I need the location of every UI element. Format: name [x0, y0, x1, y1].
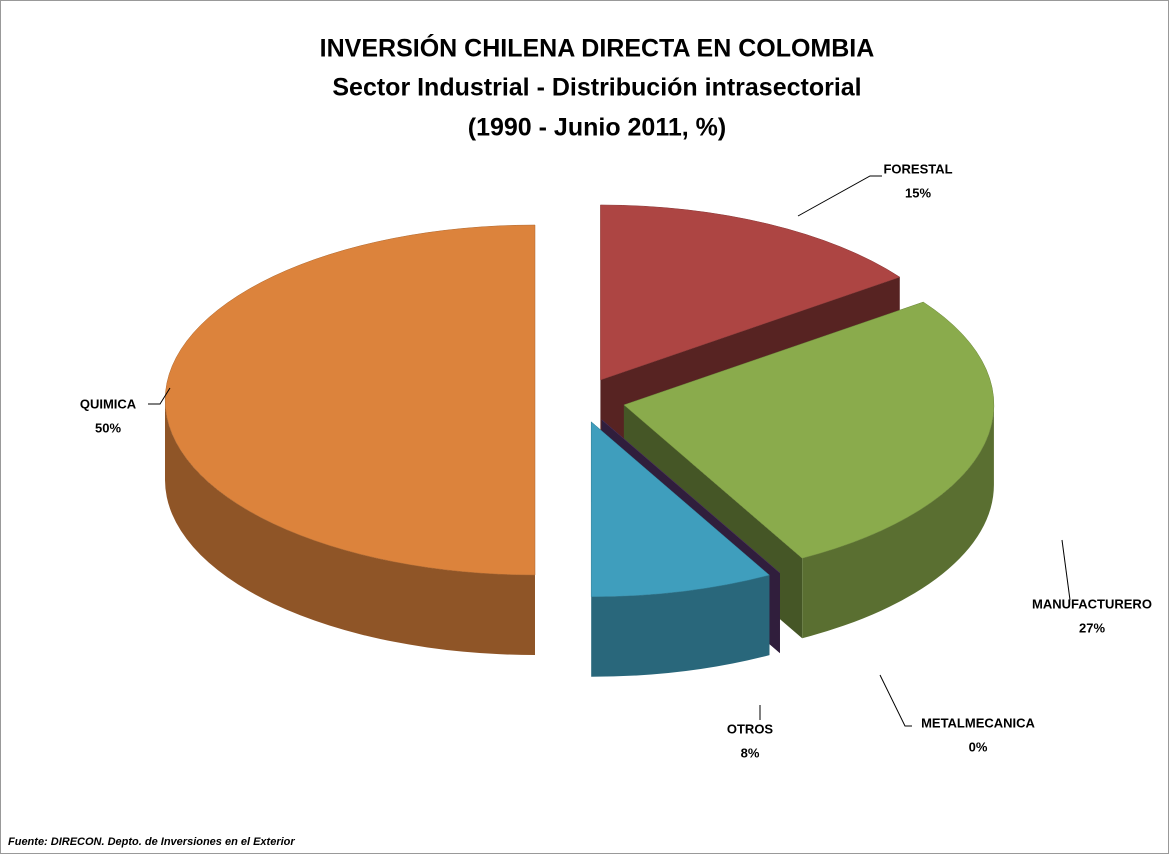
leader-line [1061, 539, 1071, 601]
source-note: Fuente: DIRECON. Depto. de Inversiones e… [8, 836, 295, 848]
pie [164, 204, 995, 677]
leader-line [879, 674, 912, 727]
leader-line [797, 175, 882, 217]
data-label-value: 15% [905, 185, 931, 200]
slice [164, 224, 536, 576]
data-label-name: QUIMICA [80, 396, 137, 411]
data-label-value: 0% [969, 739, 988, 754]
slice [590, 421, 770, 598]
data-label-name: MANUFACTURERO [1032, 596, 1152, 611]
data-label-value: 27% [1079, 620, 1105, 635]
chart-period: (1990 - Junio 2011, %) [468, 114, 726, 142]
data-label-value: 8% [741, 745, 760, 760]
chart-title: INVERSIÓN CHILENA DIRECTA EN COLOMBIA [320, 33, 875, 63]
data-label-name: METALMECANICA [921, 715, 1035, 730]
slice-side [802, 404, 994, 639]
data-label-name: OTROS [727, 721, 774, 736]
data-label-name: FORESTAL [883, 161, 952, 176]
data-label-value: 50% [95, 420, 121, 435]
slice-side [165, 400, 535, 655]
slice [623, 301, 995, 559]
leader-line [148, 387, 171, 405]
slice [600, 204, 901, 381]
slice-side [591, 575, 770, 677]
chart-subtitle: Sector Industrial - Distribución intrase… [332, 74, 861, 102]
